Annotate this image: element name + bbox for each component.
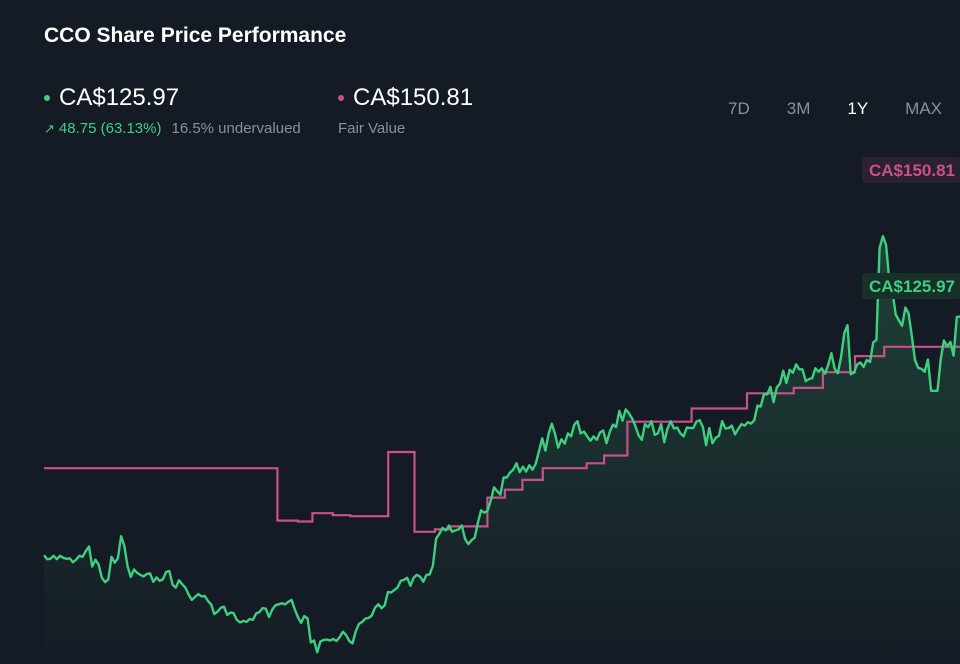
tab-1y[interactable]: 1Y bbox=[847, 99, 869, 118]
tab-max[interactable]: MAX bbox=[905, 99, 942, 118]
price-legend-dot bbox=[44, 95, 50, 101]
price-chart: CA$150.81 CA$125.97 bbox=[43, 157, 960, 664]
share-price-line bbox=[43, 234, 960, 654]
fair-value-tag: CA$150.81 bbox=[862, 157, 960, 183]
price-tag-label: CA$125.97 bbox=[869, 277, 955, 296]
fair-value-stat: CA$150.81 Fair Value bbox=[338, 84, 473, 137]
price-tag: CA$125.97 bbox=[862, 273, 960, 299]
price-area-fill bbox=[44, 236, 960, 664]
share-price-value: CA$125.97 bbox=[59, 84, 180, 111]
fair-value-tag-label: CA$150.81 bbox=[869, 161, 955, 180]
chart-title: CCO Share Price Performance bbox=[44, 24, 347, 47]
share-price-stat: CA$125.97 ↗ 48.75 (63.13%) 16.5% underva… bbox=[44, 84, 301, 137]
tab-3m[interactable]: 3M bbox=[786, 99, 811, 118]
fair-value-label: Fair Value bbox=[338, 120, 406, 137]
fair-value-value: CA$150.81 bbox=[353, 84, 474, 111]
tab-7d[interactable]: 7D bbox=[728, 99, 750, 118]
timeframe-tabs: 7D 3M 1Y MAX bbox=[691, 99, 942, 119]
arrow-up-right-icon: ↗ bbox=[44, 120, 55, 136]
fair-value-legend-dot bbox=[338, 95, 344, 101]
price-change: 48.75 (63.13%) bbox=[58, 120, 162, 137]
valuation-note: 16.5% undervalued bbox=[171, 120, 301, 137]
fair-value-line bbox=[44, 345, 960, 533]
